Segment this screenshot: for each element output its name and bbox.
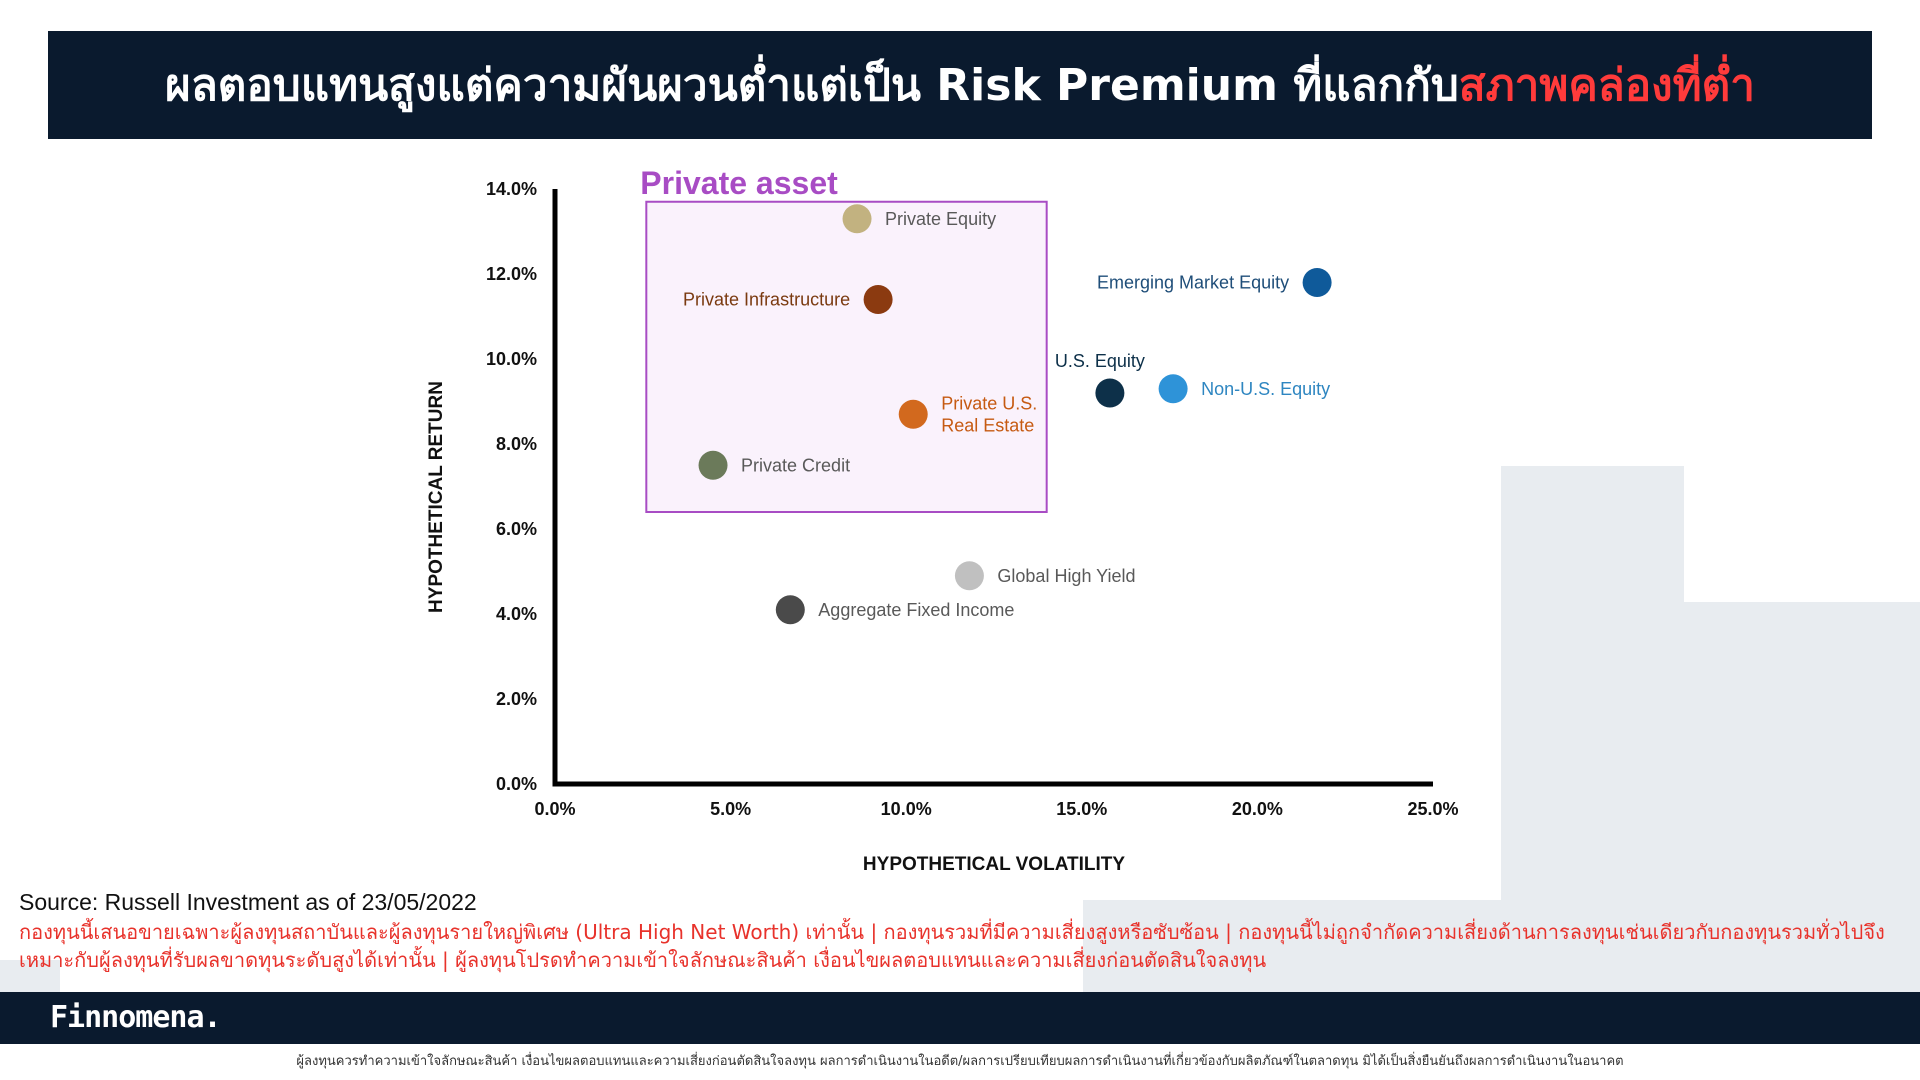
x-tick-label: 0.0% [534, 799, 575, 819]
title-banner: ผลตอบแทนสูงแต่ความผันผวนต่ำแต่เป็น Risk … [48, 31, 1872, 139]
y-tick-label: 0.0% [496, 774, 537, 794]
x-tick-label: 10.0% [881, 799, 932, 819]
source-note: Source: Russell Investment as of 23/05/2… [19, 889, 477, 915]
point-label-private-credit: Private Credit [741, 455, 850, 475]
y-tick-label: 14.0% [486, 179, 537, 199]
point-private-infrastructure [863, 285, 893, 314]
point-label-u-s-equity: U.S. Equity [1055, 351, 1145, 371]
point-non-u-s-equity [1158, 374, 1188, 404]
y-tick-label: 2.0% [496, 689, 537, 709]
point-global-high-yield [954, 561, 984, 591]
page-title: ผลตอบแทนสูงแต่ความผันผวนต่ำแต่เป็น Risk … [165, 50, 1755, 120]
point-label-private-u-s-real-estate: Private U.S. [941, 393, 1037, 413]
x-tick-label: 5.0% [710, 799, 751, 819]
y-tick-label: 8.0% [496, 434, 537, 454]
point-label-private-infrastructure: Private Infrastructure [683, 290, 850, 310]
point-label-emerging-market-equity: Emerging Market Equity [1097, 273, 1289, 293]
x-tick-label: 25.0% [1407, 799, 1458, 819]
point-label-aggregate-fixed-income: Aggregate Fixed Income [818, 600, 1014, 620]
x-tick-label: 20.0% [1232, 799, 1283, 819]
background-block-left [0, 960, 60, 992]
x-axis-label: HYPOTHETICAL VOLATILITY [863, 854, 1125, 875]
y-axis-label: HYPOTHETICAL RETURN [426, 381, 447, 613]
private-asset-label: Private asset [640, 165, 838, 201]
point-private-equity [842, 204, 872, 234]
risk-disclaimer: กองทุนนี้เสนอขายเฉพาะผู้ลงทุนสถาบันและผู… [19, 920, 1885, 972]
background-block-lower [1083, 900, 1501, 992]
footer-disclaimer: ผู้ลงทุนควรทำความเข้าใจลักษณะสินค้า เงื่… [0, 1044, 1920, 1080]
background-block-tall [1501, 466, 1684, 992]
title-main: ผลตอบแทนสูงแต่ความผันผวนต่ำแต่เป็น Risk … [165, 60, 1459, 111]
x-tick-label: 15.0% [1056, 799, 1107, 819]
point-private-credit [698, 450, 728, 480]
y-tick-label: 12.0% [486, 264, 537, 284]
point-label-non-u-s-equity: Non-U.S. Equity [1201, 379, 1330, 399]
point-label-private-equity: Private Equity [885, 209, 996, 229]
point-label-private-u-s-real-estate: Real Estate [941, 415, 1034, 435]
background-block-right [1684, 602, 1920, 992]
risk-return-scatter-chart: Private asset 0.0% 5.0% 10.0% 15.0% 20.0% 25.… [426, 165, 1459, 875]
point-label-global-high-yield: Global High Yield [997, 566, 1135, 586]
y-tick-label: 10.0% [486, 349, 537, 369]
title-highlight: สภาพคล่องที่ต่ำ [1458, 60, 1755, 111]
point-emerging-market-equity [1302, 268, 1332, 297]
footer-bar: Finnomena. [0, 992, 1920, 1044]
y-tick-label: 6.0% [496, 519, 537, 539]
y-tick-label: 4.0% [496, 604, 537, 624]
finnomena-logo: Finnomena. [50, 1000, 222, 1035]
point-private-u-s-real-estate [898, 399, 928, 429]
point-aggregate-fixed-income [775, 595, 805, 625]
point-u-s-equity [1095, 378, 1125, 408]
